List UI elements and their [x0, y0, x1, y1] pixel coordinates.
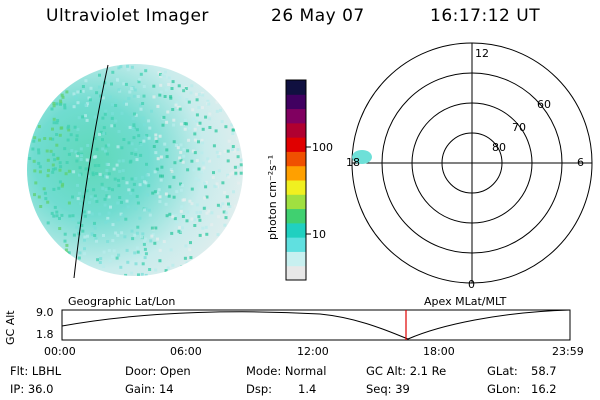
- colorbar-band: [286, 165, 306, 181]
- altitude-ylabel: GC Alt: [4, 310, 17, 345]
- colorbar-band: [286, 180, 306, 195]
- time-label: 16:17:12 UT: [430, 6, 541, 26]
- geographic-label: Geographic Lat/Lon: [68, 295, 176, 308]
- polar-auroral-blob: [352, 150, 372, 164]
- date-label: 26 May 07: [271, 6, 365, 26]
- mode-value: Mode: Normal: [246, 364, 327, 378]
- colorbar-band: [286, 237, 306, 252]
- glat-label: GLat:: [487, 364, 518, 378]
- mlat-label-60: 60: [537, 98, 551, 111]
- colorbar-unit-label: photon cm⁻²s⁻¹: [266, 154, 279, 240]
- colorbar-band: [286, 122, 306, 138]
- terminator-line: [73, 64, 109, 279]
- time-tick-0600: 06:00: [170, 345, 202, 358]
- altitude-curve: [61, 309, 571, 340]
- time-tick-0000: 00:00: [44, 345, 76, 358]
- colorbar-band: [286, 94, 306, 110]
- colorbar-band: [286, 108, 306, 124]
- colorbar-band: [286, 137, 306, 152]
- mlt-label-18: 18: [346, 156, 360, 169]
- time-tick-1800: 18:00: [423, 345, 455, 358]
- uv-globe-image: [27, 64, 243, 279]
- apex-label: Apex MLat/MLT: [424, 295, 507, 308]
- altitude-ymax: 9.0: [36, 306, 54, 319]
- time-tick-2359: 23:59: [552, 345, 584, 358]
- gain-value: Gain: 14: [125, 382, 174, 396]
- glon-value: 16.2: [531, 382, 557, 396]
- mlt-label-12: 12: [475, 47, 489, 60]
- gc-alt-value: GC Alt: 2.1 Re: [366, 364, 447, 378]
- glat-value: 58.7: [531, 364, 557, 378]
- colorbar-band: [286, 80, 306, 95]
- altitude-ymin: 1.8: [36, 328, 54, 341]
- colorbar-tick-10: 10: [312, 228, 326, 241]
- dsp-label: Dsp:: [246, 382, 273, 396]
- dsp-value: 1.4: [298, 382, 317, 396]
- colorbar-tick-100: 100: [312, 141, 333, 154]
- colorbar-band: [286, 251, 306, 267]
- colorbar-band: [286, 208, 306, 224]
- colorbar-band: [286, 194, 306, 210]
- altitude-plot-frame: [61, 309, 571, 341]
- mlat-label-70: 70: [512, 121, 526, 134]
- ip-value: IP: 36.0: [10, 382, 54, 396]
- glon-label: GLon:: [487, 382, 521, 396]
- time-tick-1200: 12:00: [297, 345, 329, 358]
- polar-plot: [351, 42, 593, 284]
- colorbar-band: [286, 265, 306, 281]
- door-value: Door: Open: [125, 364, 191, 378]
- mlt-label-6: 6: [577, 156, 584, 169]
- instrument-title: Ultraviolet Imager: [46, 6, 209, 26]
- mlat-label-80: 80: [492, 141, 506, 154]
- colorbar-band: [286, 151, 306, 167]
- mlt-label-0: 0: [468, 278, 475, 291]
- colorbar: [286, 80, 306, 281]
- seq-value: Seq: 39: [366, 382, 410, 396]
- filter-value: Flt: LBHL: [10, 364, 62, 378]
- colorbar-band: [286, 222, 306, 238]
